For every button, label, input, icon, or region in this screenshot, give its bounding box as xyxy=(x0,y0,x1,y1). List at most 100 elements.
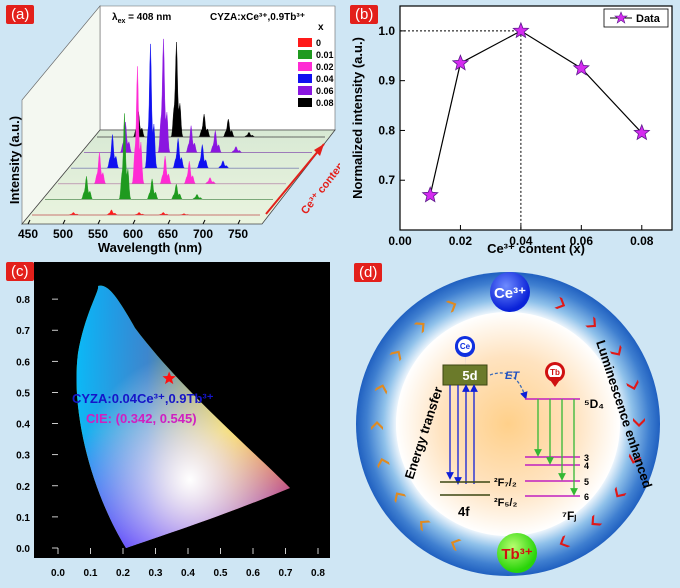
et-label: ET xyxy=(505,370,520,382)
panel-d: Ce³⁺ Tb³⁺ Energy transfer Luminescence e… xyxy=(340,258,680,583)
b-xtick-label: 0.08 xyxy=(630,234,654,248)
b-xtick-label: 0.00 xyxy=(388,234,412,248)
c-xtick-label: 0.2 xyxy=(116,568,130,579)
b-xtick-label: 0.06 xyxy=(570,234,594,248)
legend-swatch xyxy=(298,50,312,59)
c-xtick-label: 0.7 xyxy=(279,568,293,579)
a-xtick-label: 500 xyxy=(53,227,73,241)
tb-j-level-label: 6 xyxy=(584,492,589,502)
chevron-arrow-icon xyxy=(591,514,603,526)
legend-label: 0 xyxy=(316,38,321,48)
b-ylabel: Normalized intensity (a.u.) xyxy=(350,37,365,199)
chevron-arrow-icon xyxy=(554,296,566,310)
c-xtick-label: 0.6 xyxy=(246,568,260,579)
c-compound: CYZA:0.04Ce³⁺,0.9Tb³⁺ xyxy=(72,391,214,406)
cie-diagram: 0.0 0.1 0.2 0.3 0.4 0.5 0.6 0.7 0.8 0.0 0.1 0.2 0.3 0… xyxy=(16,262,330,579)
tb-j-level-label: 4 xyxy=(584,461,589,471)
chevron-arrow-icon xyxy=(374,384,388,395)
legend-swatch xyxy=(298,38,312,47)
legend-swatch xyxy=(298,98,312,107)
level-4f: 4f xyxy=(458,504,470,519)
a-xtick-label: 700 xyxy=(193,227,213,241)
c-ytick-label: 0.8 xyxy=(16,295,30,306)
chevron-arrow-icon xyxy=(445,300,457,313)
chevron-arrow-icon xyxy=(377,458,390,469)
level-5d4: ⁵D₄ xyxy=(584,397,604,411)
level-2f72: ²F₇/₂ xyxy=(494,477,517,489)
b-ytick-label: 1.0 xyxy=(378,24,395,38)
c-ytick-label: 0.7 xyxy=(16,326,30,337)
legend-swatch xyxy=(298,62,312,71)
legend-label: 0.04 xyxy=(316,74,334,84)
c-ytick-label: 0.5 xyxy=(16,388,30,399)
c-xtick-label: 0.4 xyxy=(181,568,195,579)
ce-ion-label: Ce³⁺ xyxy=(494,285,526,302)
b-xtick-label: 0.02 xyxy=(449,234,473,248)
c-xtick-label: 0.3 xyxy=(149,568,163,579)
energy-transfer-diagram: Ce³⁺ Tb³⁺ Energy transfer Luminescence e… xyxy=(356,272,660,576)
chevron-arrow-icon xyxy=(585,316,597,328)
c-xtick-label: 0.5 xyxy=(214,568,228,579)
a-ylabel: Intensity (a.u.) xyxy=(7,116,22,204)
ce-ion-badge xyxy=(490,272,530,312)
chevron-arrow-icon xyxy=(609,344,622,356)
b-legend-star-icon xyxy=(614,11,628,24)
level-2f52: ²F₅/₂ xyxy=(494,497,517,509)
chevron-arrow-icon xyxy=(559,535,571,548)
b-ytick-label: 0.7 xyxy=(378,173,395,187)
a-xtick-label: 750 xyxy=(228,227,248,241)
tb-j-level-label: 3 xyxy=(584,453,589,463)
panel-a: Ce³⁺ content 450 500 550 600 650 700 750 Wavel… xyxy=(0,0,349,258)
normalized-intensity-chart: 0.00 0.02 0.04 0.06 0.08 0.7 0.8 0.9 1.0 Ce³⁺ co… xyxy=(350,5,673,256)
c-ytick-label: 0.2 xyxy=(16,482,30,493)
a-xlabel: Wavelength (nm) xyxy=(98,240,202,255)
panel-d-tag: (d) xyxy=(354,263,383,282)
legend-label: 0.02 xyxy=(316,62,334,72)
b-data-point xyxy=(451,54,470,71)
b-ytick-label: 0.9 xyxy=(378,74,395,88)
a-xtick-label: 450 xyxy=(18,227,38,241)
c-ytick-label: 0.0 xyxy=(16,544,30,555)
c-ytick-label: 0.3 xyxy=(16,451,30,462)
b-data-point xyxy=(512,21,530,39)
chevron-arrow-icon xyxy=(626,379,639,390)
b-xlabel: Ce³⁺ content (x) xyxy=(487,241,585,256)
ce-pin-label: Ce xyxy=(460,342,471,351)
a-xtick-label: 600 xyxy=(123,227,143,241)
cie-point-star-icon xyxy=(162,371,176,385)
a-legend-title: x xyxy=(318,22,324,33)
c-ytick-label: 0.4 xyxy=(16,420,30,431)
tb-ion-label: Tb³⁺ xyxy=(501,546,532,563)
c-ytick-label: 0.1 xyxy=(16,513,30,524)
tb-pin-label: Tb xyxy=(550,368,560,377)
chevron-arrow-icon xyxy=(628,453,642,464)
chevron-arrow-icon xyxy=(413,322,425,334)
level-7fj: ⁷Fⱼ xyxy=(562,509,576,523)
a-compound: CYZA:xCe³⁺,0.9Tb³⁺ xyxy=(210,12,305,23)
b-xtick-label: 0.04 xyxy=(509,234,533,248)
tb-j-level-label: 5 xyxy=(584,477,589,487)
spectra-chart: Ce³⁺ content 450 500 550 600 650 700 750 Wavel… xyxy=(7,5,349,255)
chevron-arrow-icon xyxy=(450,538,462,552)
b-ytick-label: 0.8 xyxy=(378,123,395,137)
chevron-arrow-icon xyxy=(614,486,627,498)
c-xtick-label: 0.0 xyxy=(51,568,65,579)
c-cie: CIE: (0.342, 0.545) xyxy=(86,411,197,426)
legend-label: 0.08 xyxy=(316,98,334,108)
b-data-point xyxy=(633,123,651,141)
chevron-arrow-icon xyxy=(389,350,402,362)
a-xtick-label: 650 xyxy=(158,227,178,241)
chevron-arrow-icon xyxy=(633,418,645,427)
a-xtick-label: 550 xyxy=(88,227,108,241)
chevron-arrow-icon xyxy=(394,492,407,504)
chevron-arrow-icon xyxy=(419,520,431,532)
panel-b: 0.00 0.02 0.04 0.06 0.08 0.7 0.8 0.9 1.0 Ce³⁺ co… xyxy=(340,0,680,258)
c-xtick-label: 0.8 xyxy=(311,568,325,579)
a-title: λex = 408 nm xyxy=(112,12,171,25)
legend-label: 0.06 xyxy=(316,86,334,96)
tb-ion-badge xyxy=(497,533,537,573)
b-data-point xyxy=(421,186,439,203)
c-xtick-label: 0.1 xyxy=(84,568,98,579)
chevron-arrow-icon xyxy=(371,421,383,430)
panel-c: 0.0 0.1 0.2 0.3 0.4 0.5 0.6 0.7 0.8 0.0 0.1 0.2 0.3 0… xyxy=(0,258,340,583)
